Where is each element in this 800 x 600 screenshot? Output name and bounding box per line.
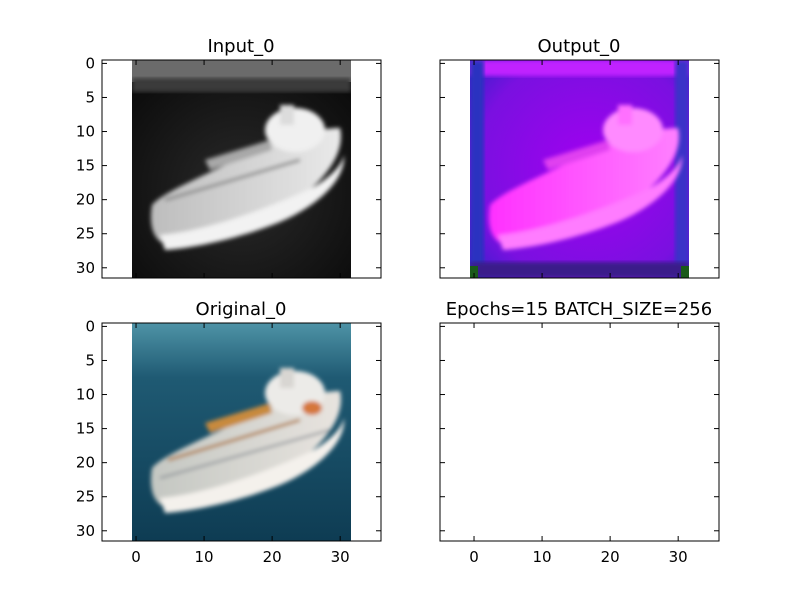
y-tick-label: 10 <box>76 123 95 141</box>
y-tick-label: 20 <box>76 454 95 472</box>
panel-input: Input_0 0 5 10 15 20 25 30 <box>76 36 382 279</box>
y-tick-label: 30 <box>76 522 95 540</box>
plot-frame <box>101 59 382 279</box>
x-tick-label: 0 <box>131 548 141 566</box>
x-tick-label: 10 <box>195 548 214 566</box>
plot-frame <box>439 322 720 542</box>
x-tick-label: 20 <box>263 548 282 566</box>
x-tick-label: 20 <box>601 548 620 566</box>
y-tick-label: 15 <box>76 157 95 175</box>
y-tick-label: 30 <box>76 259 95 277</box>
y-tick-label: 25 <box>76 225 95 243</box>
y-tick-label: 5 <box>85 351 95 369</box>
x-tick-label: 30 <box>331 548 350 566</box>
plot-frame <box>101 322 382 542</box>
y-tick-label: 0 <box>85 54 95 72</box>
x-tick-label: 10 <box>533 548 552 566</box>
y-tick-label: 15 <box>76 420 95 438</box>
y-ticks: 0 5 10 15 20 25 30 <box>76 317 381 540</box>
image-input <box>132 60 351 278</box>
y-ticks: 0 5 10 15 20 25 30 <box>76 54 381 278</box>
panel-original: Original_0 0 5 10 15 20 25 30 0 10 20 30 <box>76 299 382 566</box>
y-tick-label: 10 <box>76 386 95 404</box>
x-tick-label: 30 <box>669 548 688 566</box>
panel-title: Output_0 <box>538 36 621 57</box>
panel-title: Original_0 <box>196 299 287 320</box>
panel-title: Input_0 <box>207 36 274 57</box>
y-ticks <box>440 60 719 278</box>
image-output <box>470 60 689 278</box>
panel-title: Epochs=15 BATCH_SIZE=256 <box>446 299 712 320</box>
y-tick-label: 5 <box>85 88 95 106</box>
plot-frame <box>439 59 720 279</box>
y-tick-label: 25 <box>76 488 95 506</box>
image-original <box>132 323 351 541</box>
x-tick-label: 0 <box>469 548 479 566</box>
panel-empty: Epochs=15 BATCH_SIZE=256 0 10 20 30 <box>439 299 720 566</box>
y-ticks <box>440 325 719 532</box>
y-tick-label: 20 <box>76 191 95 209</box>
x-ticks: 0 10 20 30 <box>131 323 350 566</box>
panel-output: Output_0 <box>439 36 720 279</box>
x-ticks: 0 10 20 30 <box>469 323 688 566</box>
y-tick-label: 0 <box>85 317 95 335</box>
